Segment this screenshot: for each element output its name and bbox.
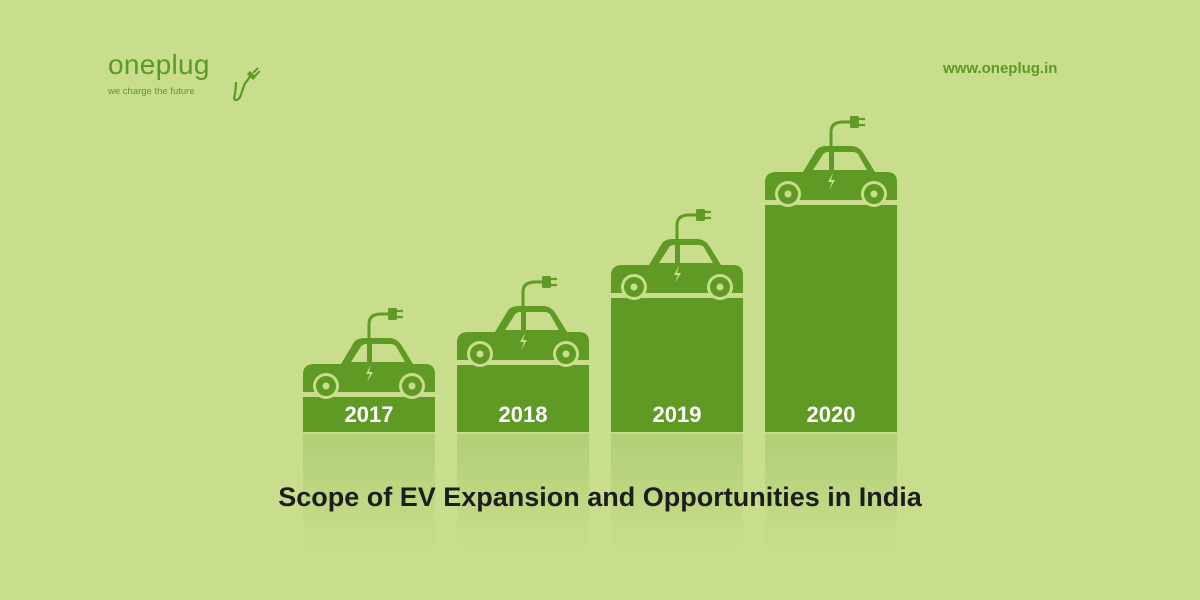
brand-name: oneplug <box>108 49 210 80</box>
electric-car-icon <box>611 209 743 300</box>
brand-tagline: we charge the future <box>108 86 195 97</box>
bar-label-2017: 2017 <box>345 402 394 427</box>
bar-body <box>611 298 743 432</box>
bar-2020: 2020 <box>765 116 897 432</box>
bar-separator <box>611 293 743 298</box>
headline: Scope of EV Expansion and Opportunities … <box>278 482 922 512</box>
bar-reflection <box>611 434 743 554</box>
bar-label-2019: 2019 <box>653 402 702 427</box>
bar-label-2020: 2020 <box>807 402 856 427</box>
bar-separator <box>457 360 589 365</box>
bar-separator <box>303 392 435 397</box>
bar-reflection <box>765 434 897 554</box>
bar-reflection <box>457 434 589 554</box>
website-link[interactable]: www.oneplug.in <box>943 60 1058 77</box>
electric-car-icon <box>457 276 589 367</box>
plug-cord-icon <box>233 67 260 102</box>
bar-body <box>765 205 897 432</box>
electric-car-icon <box>303 308 435 399</box>
bar-2017: 2017 <box>303 308 435 432</box>
bar-2018: 2018 <box>457 276 589 432</box>
bar-2019: 2019 <box>611 209 743 432</box>
bar-body <box>457 365 589 432</box>
bar-reflection <box>303 434 435 554</box>
bar-separator <box>765 200 897 205</box>
bar-body <box>303 397 435 432</box>
electric-car-icon <box>765 116 897 207</box>
bar-label-2018: 2018 <box>499 402 548 427</box>
